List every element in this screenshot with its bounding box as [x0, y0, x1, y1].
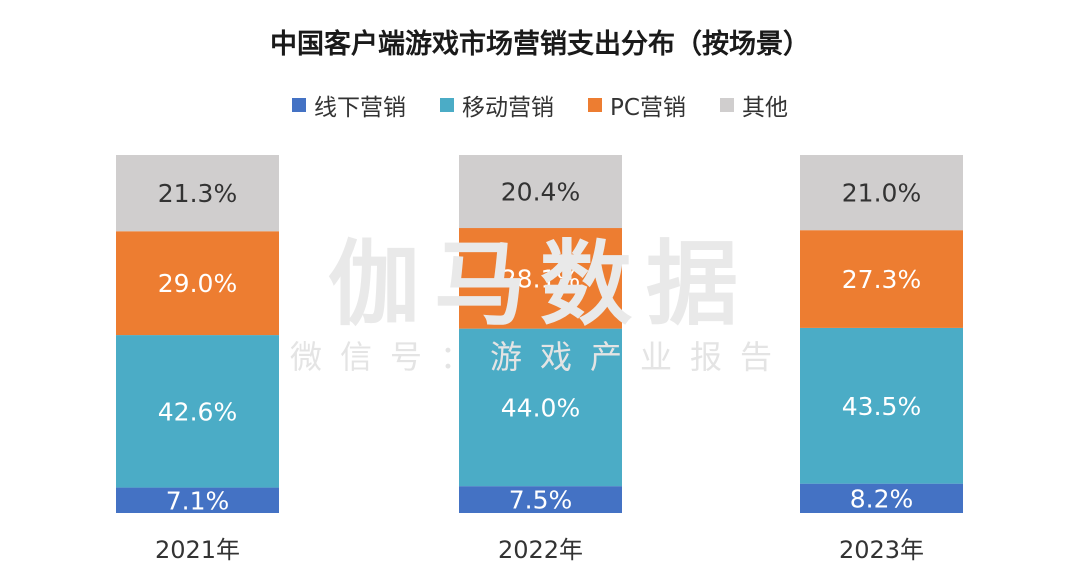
watermark-main: 伽马数据: [327, 231, 752, 338]
data-label-other-2: 20.4%: [501, 178, 580, 207]
data-label-pc-3: 27.3%: [842, 265, 921, 294]
data-label-other-3: 21.0%: [842, 179, 921, 208]
data-label-pc-1: 29.0%: [158, 269, 237, 298]
bar-segment-mobile-1: [116, 335, 279, 488]
legend: 线下营销 移动营销 PC营销 其他: [0, 88, 1080, 122]
watermark-sub: 微信号：游戏产业报告: [289, 338, 790, 376]
bar-segment-offline-3: [800, 483, 963, 513]
bar-segment-mobile-3: [800, 327, 963, 484]
legend-swatch-pc: [588, 98, 603, 112]
bar-segment-offline-1: [116, 487, 279, 513]
bar-segment-pc-2: [459, 228, 622, 329]
legend-swatch-offline: [292, 98, 307, 112]
bar-segment-other-2: [459, 155, 622, 229]
legend-item-offline: 线下营销: [292, 88, 406, 122]
bar-segment-other-1: [116, 155, 279, 232]
bar-segment-mobile-2: [459, 328, 622, 487]
data-label-other-1: 21.3%: [158, 179, 237, 208]
legend-label-offline: 线下营销: [314, 95, 407, 121]
legend-item-pc: PC营销: [588, 88, 686, 122]
x-tick-label-2: 2022年: [498, 536, 583, 564]
bar-segment-other-3: [800, 155, 963, 231]
data-label-offline-2: 7.5%: [509, 486, 573, 515]
bar-segment-offline-2: [459, 486, 622, 513]
bar-segment-pc-3: [800, 230, 963, 328]
legend-item-other: 其他: [719, 88, 788, 122]
legend-label-mobile: 移动营销: [462, 95, 555, 121]
bar-segment-pc-1: [116, 231, 279, 336]
data-label-pc-2: 28.1%: [501, 264, 580, 293]
x-tick-label-3: 2023年: [839, 536, 924, 564]
legend-label-pc: PC营销: [610, 95, 686, 121]
legend-label-other: 其他: [741, 95, 788, 121]
legend-item-mobile: 移动营销: [440, 88, 554, 122]
data-label-mobile-1: 42.6%: [158, 397, 237, 426]
data-label-mobile-3: 43.5%: [842, 392, 921, 421]
data-label-offline-3: 8.2%: [850, 484, 914, 513]
legend-swatch-mobile: [440, 98, 455, 112]
legend-swatch-other: [719, 98, 734, 112]
x-tick-label-1: 2021年: [155, 536, 240, 564]
data-label-offline-1: 7.1%: [166, 486, 230, 515]
data-label-mobile-2: 44.0%: [501, 393, 580, 422]
chart-title: 中国客户端游戏市场营销支出分布（按场景）: [270, 29, 810, 60]
